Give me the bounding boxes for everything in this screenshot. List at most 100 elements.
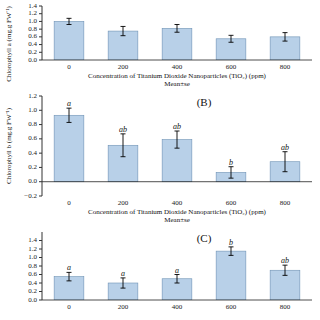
x-tick-label: 400 <box>172 199 183 207</box>
error-cap <box>67 280 72 281</box>
x-tick-label: 200 <box>118 303 129 311</box>
bar <box>216 39 246 60</box>
annotation: ab <box>173 122 181 131</box>
y-tick <box>39 196 42 197</box>
zero-line <box>42 300 312 301</box>
error-bar <box>67 18 72 24</box>
x-tick-label: 800 <box>280 303 291 311</box>
y-tick <box>39 291 42 292</box>
y-tick <box>39 13 42 14</box>
bar <box>162 28 192 60</box>
y-tick <box>39 44 42 45</box>
panel: −0.20.00.20.40.60.81.01.2aababbab(B)0200… <box>5 92 312 224</box>
chart: 0.00.20.40.60.81.01.21.40200400600800Con… <box>0 0 320 320</box>
error-cap <box>283 41 288 42</box>
error-cap <box>229 255 234 256</box>
x-tick-label: 0 <box>67 63 71 71</box>
y-tick <box>39 52 42 53</box>
error-line <box>69 108 70 122</box>
y-tick <box>39 6 42 7</box>
y-tick <box>39 266 42 267</box>
error-cap <box>175 283 180 284</box>
bar <box>54 115 84 181</box>
zero-line <box>42 181 312 182</box>
y-tick-label: 0.2 <box>28 163 37 171</box>
y-tick-label: 0.0 <box>28 296 37 304</box>
error-line <box>177 131 178 148</box>
error-cap <box>229 178 234 179</box>
error-line <box>285 265 286 275</box>
bars <box>54 247 300 300</box>
y-tick-label: 0.6 <box>28 32 37 40</box>
error-line <box>123 134 124 157</box>
y-tick <box>39 124 42 125</box>
error-line <box>231 247 232 256</box>
x-tick-label: 800 <box>280 199 291 207</box>
error-bar <box>229 35 234 42</box>
error-bar <box>229 247 234 256</box>
error-cap <box>67 24 72 25</box>
y-tick-label: 0.6 <box>28 270 37 278</box>
annotation: a <box>67 263 71 272</box>
y-tick-label: 0.2 <box>28 287 37 295</box>
bars <box>54 108 300 182</box>
error-line <box>231 35 232 42</box>
y-axis-line <box>42 96 43 196</box>
error-line <box>285 33 286 41</box>
error-bar <box>121 26 126 35</box>
x-tick-label: 600 <box>226 63 237 71</box>
annotation: a <box>121 269 125 278</box>
x-tick-label: 600 <box>226 303 237 311</box>
error-cap <box>283 32 288 33</box>
y-tick <box>39 110 42 111</box>
y-tick-label: 1.2 <box>28 9 37 17</box>
error-cap <box>121 26 126 27</box>
x-label-line: Concentration of Titanium Dioxide Nanopa… <box>88 72 267 80</box>
annotation: ab <box>281 256 289 265</box>
y-tick-label: 0.6 <box>28 134 37 142</box>
error-line <box>69 18 70 24</box>
x-tick-label: 600 <box>226 199 237 207</box>
y-tick-label: 1.2 <box>28 92 37 100</box>
y-tick-label: 1.4 <box>28 2 37 10</box>
y-tick-label: −0.2 <box>24 192 37 200</box>
y-tick <box>39 249 42 250</box>
x-tick-label: 800 <box>280 63 291 71</box>
y-tick <box>39 167 42 168</box>
y-tick <box>39 274 42 275</box>
error-bar <box>283 265 288 275</box>
y-tick-label: 0.8 <box>28 120 37 128</box>
y-tick-label: 1.0 <box>28 106 37 114</box>
y-tick-label: 1.0 <box>28 253 37 261</box>
y-tick-label: 1.0 <box>28 17 37 25</box>
error-bar <box>121 134 126 157</box>
error-cap <box>121 156 126 157</box>
error-line <box>123 26 124 35</box>
panel: 0.00.20.40.60.81.01.21.40200400600800Con… <box>5 2 312 88</box>
y-tick <box>39 257 42 258</box>
x-label-line: Mean±se <box>164 216 190 224</box>
error-cap <box>175 24 180 25</box>
x-label: Concentration of Titanium Dioxide Nanopa… <box>88 72 267 88</box>
y-tick <box>39 60 42 61</box>
x-tick-label: 400 <box>172 303 183 311</box>
y-tick-label: 0.8 <box>28 262 37 270</box>
bar <box>108 31 138 60</box>
y-tick-label: 0.4 <box>28 279 37 287</box>
x-label: Concentration of Titanium Dioxide Nanopa… <box>88 208 267 224</box>
error-cap <box>229 35 234 36</box>
error-line <box>123 278 124 288</box>
error-cap <box>121 35 126 36</box>
error-bar <box>283 152 288 172</box>
error-bar <box>67 272 72 281</box>
y-tick <box>39 283 42 284</box>
error-line <box>231 167 232 178</box>
error-cap <box>175 148 180 149</box>
x-tick-label: 400 <box>172 63 183 71</box>
x-tick-label: 200 <box>118 63 129 71</box>
bar <box>216 251 246 300</box>
annotation: a <box>175 266 179 275</box>
x-tick-label: 0 <box>67 199 71 207</box>
error-cap <box>283 171 288 172</box>
y-tick-label: 0.2 <box>28 48 37 56</box>
